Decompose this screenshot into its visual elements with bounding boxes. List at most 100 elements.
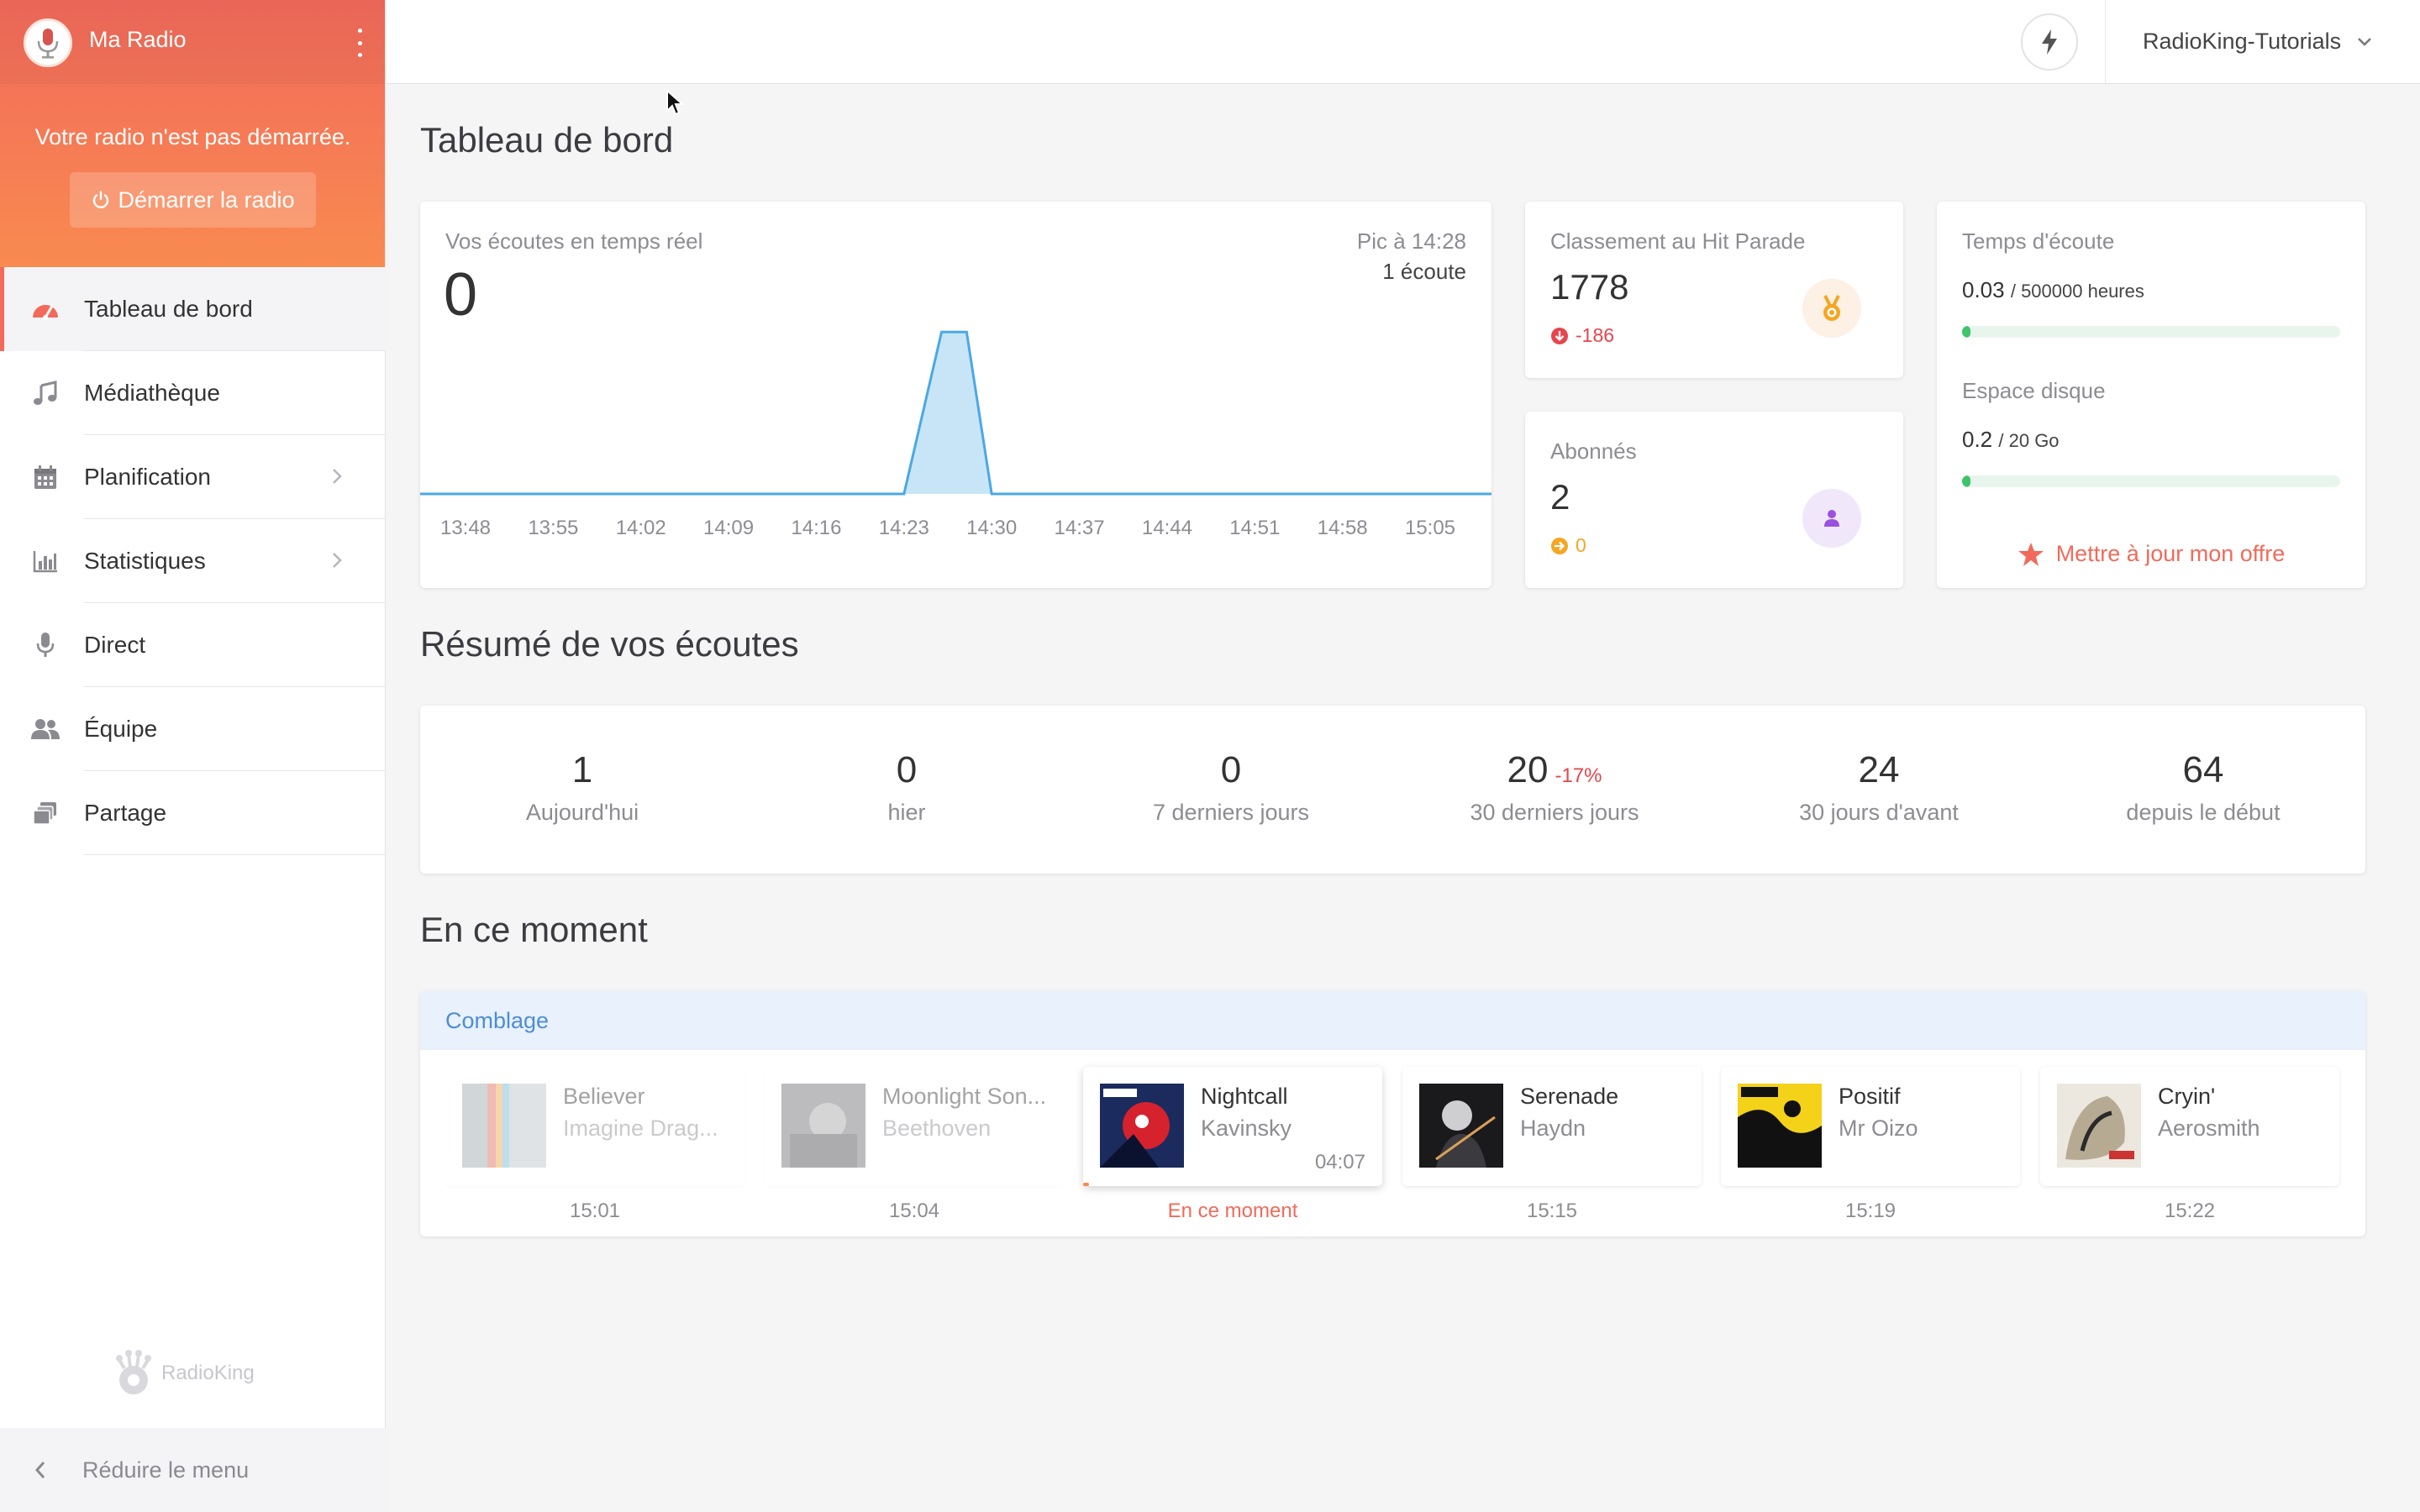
nav-item-dashboard[interactable]: Tableau de bord [0, 267, 386, 351]
summary-7-days: 0 7 derniers jours [1152, 749, 1310, 825]
upgrade-plan-link[interactable]: Mettre à jour mon offre [1937, 541, 2365, 567]
track-card-current[interactable]: Nightcall Kavinsky 04:07 [1083, 1067, 1382, 1186]
x-tick-label: 14:16 [791, 517, 841, 539]
radioking-logo: RadioKing [111, 1348, 255, 1399]
x-tick-label: 14:37 [1055, 517, 1105, 539]
account-name: RadioKing-Tutorials [2143, 29, 2342, 54]
track-time-current: En ce moment [1167, 1200, 1298, 1222]
nav-item-team[interactable]: Équipe [0, 687, 386, 771]
summary-30-days: 20 -17% 30 derniers jours [1470, 749, 1639, 825]
track-time: 15:19 [1844, 1200, 1897, 1222]
track-time: 15:15 [1526, 1200, 1578, 1222]
album-cover [781, 1084, 865, 1168]
x-tick-label: 14:09 [703, 517, 754, 539]
hit-parade-card: Classement au Hit Parade 1778 -186 [1525, 202, 1903, 378]
crown-logo-icon [116, 1350, 151, 1394]
topbar: RadioKing-Tutorials [387, 0, 2420, 84]
nav-item-live[interactable]: Direct [0, 603, 386, 687]
arrow-right-circle-icon [1551, 537, 1568, 554]
album-cover [1419, 1084, 1503, 1168]
chevron-right-icon [333, 553, 342, 568]
peak-time: Pic à 14:28 [1356, 228, 1466, 254]
chevron-left-icon [34, 1462, 45, 1478]
peak-count: 1 écoute [1382, 259, 1466, 284]
x-tick-label: 15:05 [1405, 517, 1455, 539]
realtime-value: 0 [444, 261, 478, 328]
start-radio-label: Démarrer la radio [118, 186, 295, 213]
arrow-down-circle-icon [1551, 327, 1568, 344]
account-menu[interactable]: RadioKing-Tutorials [2143, 29, 2373, 55]
start-radio-button[interactable]: Démarrer la radio [70, 172, 316, 228]
realtime-chart[interactable]: 13:48 13:55 14:02 14:09 14:16 14:23 14:30 14:37… [420, 311, 1491, 588]
chart-series-line [420, 330, 1491, 496]
nav-item-media-library[interactable]: Médiathèque [0, 351, 386, 435]
nav-label: Direct [84, 632, 146, 658]
album-cover [1738, 1084, 1822, 1168]
microphone-icon [30, 630, 60, 660]
dashboard-icon [30, 294, 60, 324]
nav-item-planning[interactable]: Planification [0, 435, 386, 519]
subscribers-card: Abonnés 2 0 [1525, 412, 1903, 588]
playlist-name[interactable]: Comblage [445, 1008, 550, 1033]
microphone-icon [37, 29, 59, 59]
quick-actions-button[interactable] [2021, 13, 2078, 71]
collapse-menu-label: Réduire le menu [82, 1457, 250, 1483]
track-card[interactable]: Moonlight Son... Beethoven [765, 1067, 1064, 1186]
sidebar: Ma Radio Votre radio n'est pas démarrée.… [0, 0, 386, 1512]
bar-chart-icon [30, 546, 60, 576]
track-time: 15:04 [888, 1200, 940, 1222]
disk-space-label: Espace disque [1962, 378, 2106, 403]
nav-label: Médiathèque [84, 380, 220, 406]
x-tick-label: 13:48 [440, 517, 491, 539]
now-playing-card: Comblage Believer Imagine Drag... 15:01 … [420, 991, 2365, 1236]
user-icon [1802, 489, 1861, 548]
summary-30-days-delta: -17% [1555, 764, 1602, 787]
nav-label: Statistiques [84, 548, 206, 574]
summary-since-start: 64 depuis le début [2126, 749, 2281, 825]
power-icon [93, 191, 109, 208]
x-tick-label: 14:51 [1229, 517, 1280, 539]
track-card[interactable]: Positif Mr Oizo [1721, 1067, 2020, 1186]
hit-parade-label: Classement au Hit Parade [1550, 228, 1806, 254]
medal-icon [1802, 279, 1861, 338]
more-options-icon[interactable] [353, 29, 366, 57]
nav-item-share[interactable]: Partage [0, 771, 386, 855]
hit-parade-rank: 1778 [1550, 267, 1629, 307]
track-card[interactable]: Believer Imagine Drag... [445, 1067, 744, 1186]
summary-card: 1 Aujourd'hui 0 hier 0 7 derniers jours … [420, 706, 2365, 874]
page-title: Tableau de bord [420, 120, 674, 160]
collapse-menu-button[interactable]: Réduire le menu [0, 1428, 386, 1512]
track-card[interactable]: Serenade Haydn [1402, 1067, 1702, 1186]
nav-item-statistics[interactable]: Statistiques [0, 519, 386, 603]
summary-today: 1 Aujourd'hui [525, 749, 639, 825]
summary-previous-30-days: 24 30 jours d'avant [1799, 749, 1959, 825]
radio-avatar[interactable] [24, 18, 72, 67]
subscribers-delta: 0 [1550, 534, 1586, 557]
subscribers-label: Abonnés [1550, 438, 1637, 464]
realtime-listeners-card: Vos écoutes en temps réel 0 Pic à 14:28 … [420, 202, 1491, 588]
x-tick-label: 14:02 [616, 517, 666, 539]
listening-time-value: 0.03 / 500000 heures [1962, 277, 2144, 302]
nav-label: Partage [84, 800, 167, 826]
star-icon [2018, 542, 2044, 566]
x-tick-label: 14:30 [966, 517, 1017, 539]
nav-label: Tableau de bord [84, 296, 253, 322]
now-playing-title: En ce moment [420, 910, 648, 949]
track-time: 15:01 [569, 1200, 621, 1222]
x-tick-label: 14:23 [879, 517, 929, 539]
track-duration: 04:07 [1314, 1151, 1365, 1173]
hit-parade-delta: -186 [1550, 324, 1614, 347]
radio-switcher[interactable]: Ma Radio [0, 0, 385, 84]
chevron-right-icon [333, 469, 342, 484]
track-card[interactable]: Cryin' Aerosmith [2040, 1067, 2339, 1186]
nav-label: Équipe [84, 716, 158, 742]
sidebar-header: Ma Radio Votre radio n'est pas démarrée.… [0, 0, 385, 267]
x-tick-label: 13:55 [528, 517, 578, 539]
logo-text: RadioKing [161, 1362, 255, 1384]
music-note-icon [30, 378, 60, 408]
x-tick-label: 14:58 [1318, 517, 1368, 539]
playlist-header: Comblage [420, 991, 2365, 1050]
listening-time-progress [1962, 326, 2340, 338]
usage-card: Temps d'écoute 0.03 / 500000 heures Espa… [1937, 202, 2365, 588]
nav-label: Planification [84, 464, 211, 490]
